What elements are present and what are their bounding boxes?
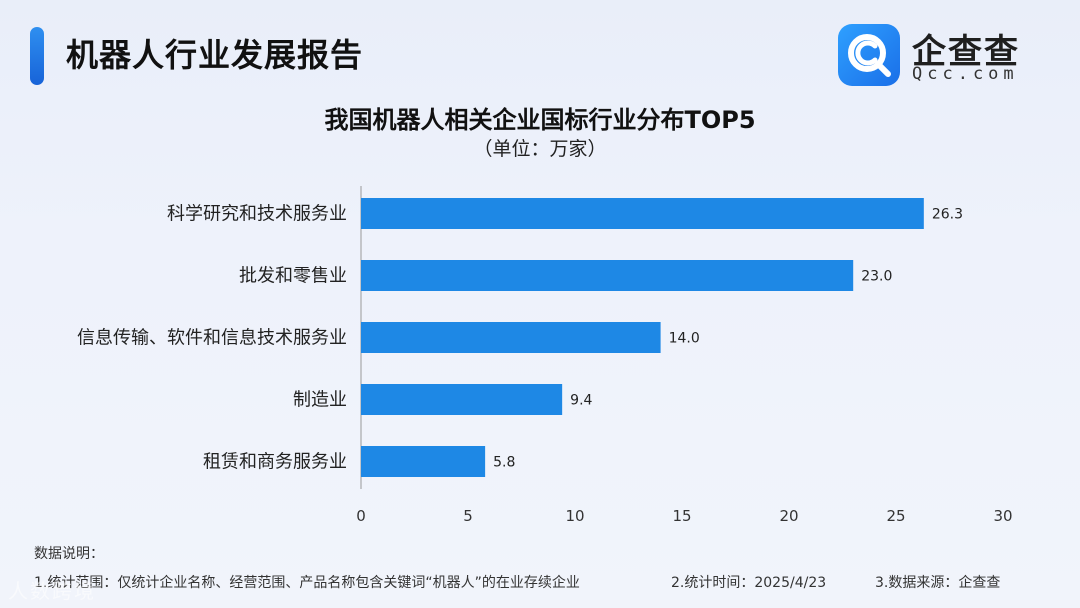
chart-subtitle: （单位：万家） bbox=[473, 138, 607, 160]
bar bbox=[361, 446, 486, 477]
chart-title: 我国机器人相关企业国标行业分布TOP5 bbox=[324, 106, 756, 134]
x-tick-label: 10 bbox=[565, 507, 584, 525]
x-tick-label: 5 bbox=[463, 507, 473, 525]
x-tick-label: 30 bbox=[993, 507, 1012, 525]
x-tick-label: 20 bbox=[779, 507, 798, 525]
qcc-logo: 企查查 Qcc.com bbox=[838, 24, 1048, 88]
qcc-logo-icon bbox=[838, 24, 900, 86]
value-label: 14.0 bbox=[669, 331, 700, 347]
bar bbox=[361, 198, 924, 229]
value-label: 5.8 bbox=[493, 455, 515, 471]
category-label: 批发和零售业 bbox=[239, 266, 347, 287]
title-accent-bar bbox=[30, 27, 44, 85]
value-label: 9.4 bbox=[570, 393, 592, 409]
x-tick-label: 0 bbox=[356, 507, 366, 525]
category-label: 科学研究和技术服务业 bbox=[167, 204, 347, 225]
logo-domain: Qcc.com bbox=[912, 64, 1019, 84]
x-tick-label: 25 bbox=[886, 507, 905, 525]
category-label: 租赁和商务服务业 bbox=[203, 452, 347, 473]
notes-title: 数据说明： bbox=[34, 546, 104, 562]
category-label: 制造业 bbox=[293, 390, 347, 411]
watermark: 人数跨境 bbox=[8, 579, 96, 603]
bar bbox=[361, 260, 854, 291]
value-label: 23.0 bbox=[861, 269, 892, 285]
note-date: 2.统计时间：2025/4/23 bbox=[671, 575, 827, 591]
report-title: 机器人行业发展报告 bbox=[66, 36, 364, 74]
note-scope: 1.统计范围：仅统计企业名称、经营范围、产品名称包含关键词“机器人”的在业存续企… bbox=[34, 575, 580, 591]
x-tick-label: 15 bbox=[672, 507, 691, 525]
value-label: 26.3 bbox=[932, 207, 963, 223]
bar bbox=[361, 384, 563, 415]
logo-name: 企查查 bbox=[912, 32, 1020, 72]
bar bbox=[361, 322, 661, 353]
category-label: 信息传输、软件和信息技术服务业 bbox=[77, 328, 347, 349]
note-source: 3.数据来源：企查查 bbox=[875, 575, 1001, 591]
